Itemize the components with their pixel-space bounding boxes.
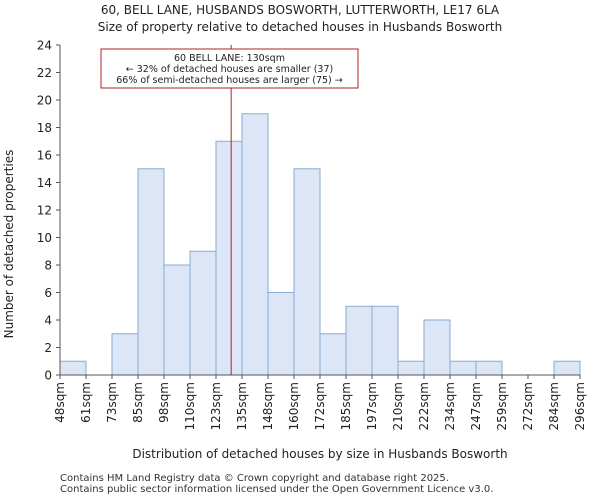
bars-group — [59, 113, 581, 376]
x-tick-label-234sqm: 234sqm — [443, 382, 457, 430]
x-tick-label-73sqm: 73sqm — [105, 382, 119, 423]
x-tick-label-210sqm: 210sqm — [391, 382, 405, 430]
x-tick-label-48sqm: 48sqm — [53, 382, 67, 423]
bar-73sqm — [111, 333, 139, 376]
annotation-line-3: 66% of semi-detached houses are larger (… — [116, 75, 343, 86]
y-tick-label-8: 8 — [44, 259, 52, 273]
y-tick-label-0: 0 — [44, 369, 52, 383]
x-tick-label-160sqm: 160sqm — [287, 382, 301, 430]
bar-210sqm — [397, 360, 425, 376]
x-tick-label-222sqm: 222sqm — [417, 382, 431, 430]
bar-148sqm — [267, 292, 295, 376]
y-tick-label-12: 12 — [37, 204, 52, 218]
bar-48sqm — [59, 360, 87, 376]
x-tick-label-123sqm: 123sqm — [209, 382, 223, 430]
x-axis-label: Distribution of detached houses by size … — [132, 447, 507, 461]
bar-197sqm — [371, 305, 399, 376]
bar-135sqm — [241, 113, 269, 376]
bar-110sqm — [189, 250, 217, 376]
chart-subtitle: Size of property relative to detached ho… — [98, 20, 502, 34]
annotation-box — [100, 48, 359, 89]
x-tick-label-259sqm: 259sqm — [495, 382, 509, 430]
footer-line-2: Contains public sector information licen… — [60, 484, 494, 495]
y-axis-label: Number of detached properties — [2, 150, 16, 339]
y-tick-label-2: 2 — [44, 341, 52, 355]
y-tick-label-18: 18 — [37, 121, 52, 135]
y-tick-label-10: 10 — [37, 231, 52, 245]
chart-title: 60, BELL LANE, HUSBANDS BOSWORTH, LUTTER… — [101, 3, 500, 17]
x-tick-label-272sqm: 272sqm — [521, 382, 535, 430]
x-tick-label-85sqm: 85sqm — [131, 382, 145, 423]
bar-85sqm — [137, 168, 165, 376]
x-tick-label-296sqm: 296sqm — [573, 382, 587, 430]
x-tick-label-284sqm: 284sqm — [547, 382, 561, 430]
annotation-line-1: 60 BELL LANE: 130sqm — [174, 53, 285, 64]
bar-98sqm — [163, 264, 191, 376]
bar-247sqm — [475, 360, 503, 376]
x-tick-label-247sqm: 247sqm — [469, 382, 483, 430]
y-tick-label-22: 22 — [37, 66, 52, 80]
x-tick-label-148sqm: 148sqm — [261, 382, 275, 430]
x-tick-label-110sqm: 110sqm — [183, 382, 197, 430]
y-tick-label-14: 14 — [37, 176, 52, 190]
y-tick-label-6: 6 — [44, 286, 52, 300]
bar-234sqm — [449, 360, 477, 376]
bar-222sqm — [423, 319, 451, 376]
bar-160sqm — [293, 168, 321, 376]
bar-185sqm — [345, 305, 373, 376]
x-tick-label-135sqm: 135sqm — [235, 382, 249, 430]
bar-172sqm — [319, 333, 347, 376]
x-tick-label-98sqm: 98sqm — [157, 382, 171, 423]
footer-line-1: Contains HM Land Registry data © Crown c… — [60, 473, 449, 484]
bar-123sqm — [215, 140, 243, 376]
x-tick-label-185sqm: 185sqm — [339, 382, 353, 430]
y-tick-label-4: 4 — [44, 314, 52, 328]
y-tick-label-24: 24 — [37, 39, 52, 53]
bar-284sqm — [553, 360, 581, 376]
y-tick-label-20: 20 — [37, 94, 52, 108]
x-tick-label-197sqm: 197sqm — [365, 382, 379, 430]
x-tick-label-61sqm: 61sqm — [79, 382, 93, 423]
y-tick-label-16: 16 — [37, 149, 52, 163]
x-tick-label-172sqm: 172sqm — [313, 382, 327, 430]
annotation-line-2: ← 32% of detached houses are smaller (37… — [126, 64, 333, 75]
x-axis-ticks: 48sqm 61sqm 73sqm 85sqm 98sqm 110sqm 123sqm 135… — [53, 375, 587, 430]
